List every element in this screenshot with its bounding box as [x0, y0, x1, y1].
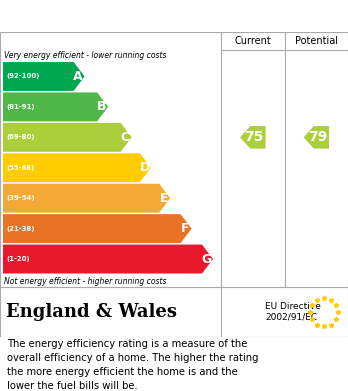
Polygon shape [3, 153, 151, 182]
Text: Current: Current [235, 36, 271, 46]
Text: E: E [160, 192, 168, 204]
Text: (39-54): (39-54) [6, 195, 34, 201]
Polygon shape [304, 126, 329, 149]
Text: F: F [181, 222, 189, 235]
Text: (21-38): (21-38) [6, 226, 34, 231]
Text: Energy Efficiency Rating: Energy Efficiency Rating [10, 9, 220, 23]
Polygon shape [3, 62, 85, 91]
Text: (69-80): (69-80) [6, 135, 34, 140]
Text: England & Wales: England & Wales [6, 303, 177, 321]
Text: D: D [140, 161, 150, 174]
Text: Not energy efficient - higher running costs: Not energy efficient - higher running co… [4, 276, 166, 285]
Polygon shape [3, 214, 192, 243]
Text: (92-100): (92-100) [6, 74, 39, 79]
Text: A: A [73, 70, 83, 83]
Polygon shape [240, 126, 266, 149]
Text: Very energy efficient - lower running costs: Very energy efficient - lower running co… [4, 52, 166, 61]
Text: Potential: Potential [295, 36, 338, 46]
Text: The energy efficiency rating is a measure of the
overall efficiency of a home. T: The energy efficiency rating is a measur… [7, 339, 259, 391]
Text: G: G [201, 253, 212, 265]
Text: (1-20): (1-20) [6, 256, 30, 262]
Text: (81-91): (81-91) [6, 104, 34, 110]
Text: B: B [97, 100, 106, 113]
Polygon shape [3, 184, 170, 213]
Polygon shape [3, 123, 132, 152]
Text: (55-68): (55-68) [6, 165, 34, 171]
Text: 75: 75 [244, 130, 264, 144]
Text: 79: 79 [308, 130, 327, 144]
Polygon shape [3, 92, 108, 121]
Text: EU Directive
2002/91/EC: EU Directive 2002/91/EC [266, 302, 321, 322]
Text: C: C [121, 131, 130, 144]
Polygon shape [3, 245, 213, 273]
